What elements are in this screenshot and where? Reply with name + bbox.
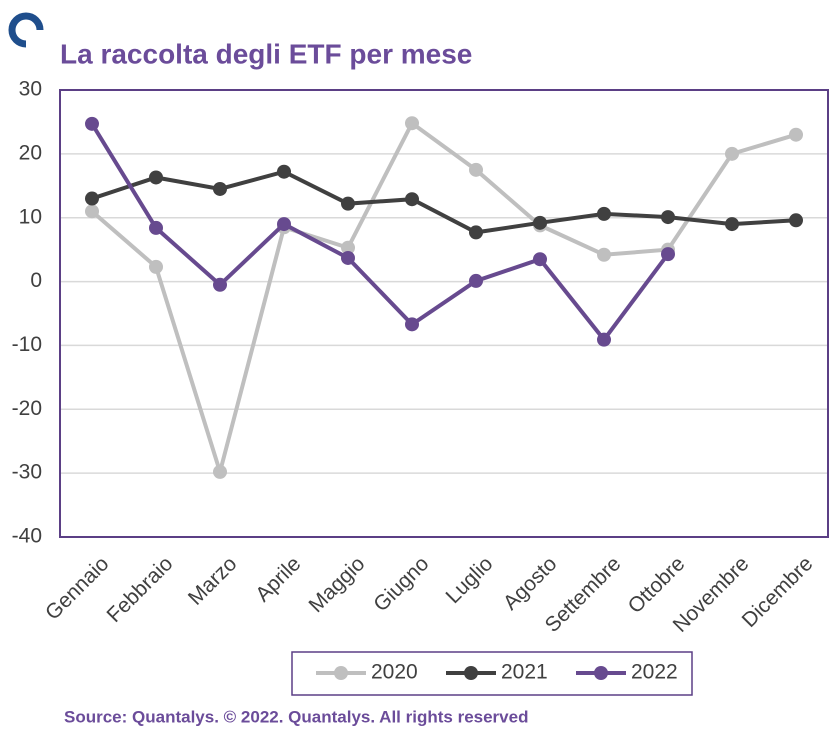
data-point — [149, 170, 163, 185]
data-point — [725, 146, 739, 161]
logo — [8, 12, 44, 48]
data-point — [213, 277, 227, 292]
plot-border — [59, 89, 829, 538]
data-point — [789, 127, 803, 142]
legend-label: 2021 — [501, 661, 548, 684]
data-point — [661, 247, 675, 262]
data-point — [533, 215, 547, 230]
data-point — [725, 217, 739, 232]
y-tick-label: -40 — [12, 525, 42, 548]
x-tick-label: Luglio — [442, 552, 498, 608]
data-point — [533, 252, 547, 267]
data-point — [213, 181, 227, 196]
legend-label: 2022 — [631, 661, 678, 684]
data-point — [405, 317, 419, 332]
chart-title: La raccolta degli ETF per mese — [60, 38, 472, 69]
y-tick-label: 20 — [19, 141, 42, 164]
data-point — [405, 116, 419, 131]
x-tick-label: Febbraio — [103, 552, 178, 627]
x-tick-label: Dicembre — [738, 552, 818, 632]
y-tick-label: -10 — [12, 333, 42, 356]
legend-label: 2020 — [371, 661, 418, 684]
data-point — [597, 247, 611, 262]
data-point — [341, 240, 355, 255]
data-point — [341, 196, 355, 211]
legend-marker — [464, 666, 478, 680]
data-point — [149, 220, 163, 235]
series-line — [90, 120, 797, 480]
data-point — [149, 259, 163, 274]
data-point — [341, 250, 355, 265]
x-tick-label: Marzo — [184, 552, 242, 610]
data-point — [597, 332, 611, 347]
x-tick-label: Ottobre — [624, 552, 690, 618]
y-tick-label: -20 — [12, 397, 42, 420]
x-tick-label: Maggio — [304, 552, 369, 617]
y-tick-label: 0 — [30, 269, 42, 292]
data-point — [789, 213, 803, 228]
legend-marker — [334, 666, 348, 680]
data-point — [469, 225, 483, 240]
x-tick-label: Aprile — [251, 552, 305, 606]
data-point — [85, 116, 99, 131]
y-tick-label: 10 — [19, 205, 42, 228]
data-point — [469, 273, 483, 288]
x-tick-label: Agosto — [499, 552, 562, 615]
data-point — [213, 464, 227, 479]
y-tick-label: 30 — [19, 78, 42, 101]
x-tick-label: Gennaio — [41, 552, 113, 624]
data-point — [661, 210, 675, 225]
data-point — [597, 206, 611, 221]
source: Source: Quantalys. © 2022. Quantalys. Al… — [64, 707, 528, 726]
data-point — [85, 191, 99, 206]
series-line — [91, 169, 797, 235]
legend-marker — [594, 666, 608, 680]
data-point — [277, 217, 291, 232]
data-point — [469, 162, 483, 177]
data-point — [277, 164, 291, 179]
data-point — [405, 192, 419, 207]
x-tick-label: Giugno — [369, 552, 433, 616]
series-line — [90, 122, 670, 343]
data-point — [85, 204, 99, 219]
y-tick-label: -30 — [12, 461, 42, 484]
